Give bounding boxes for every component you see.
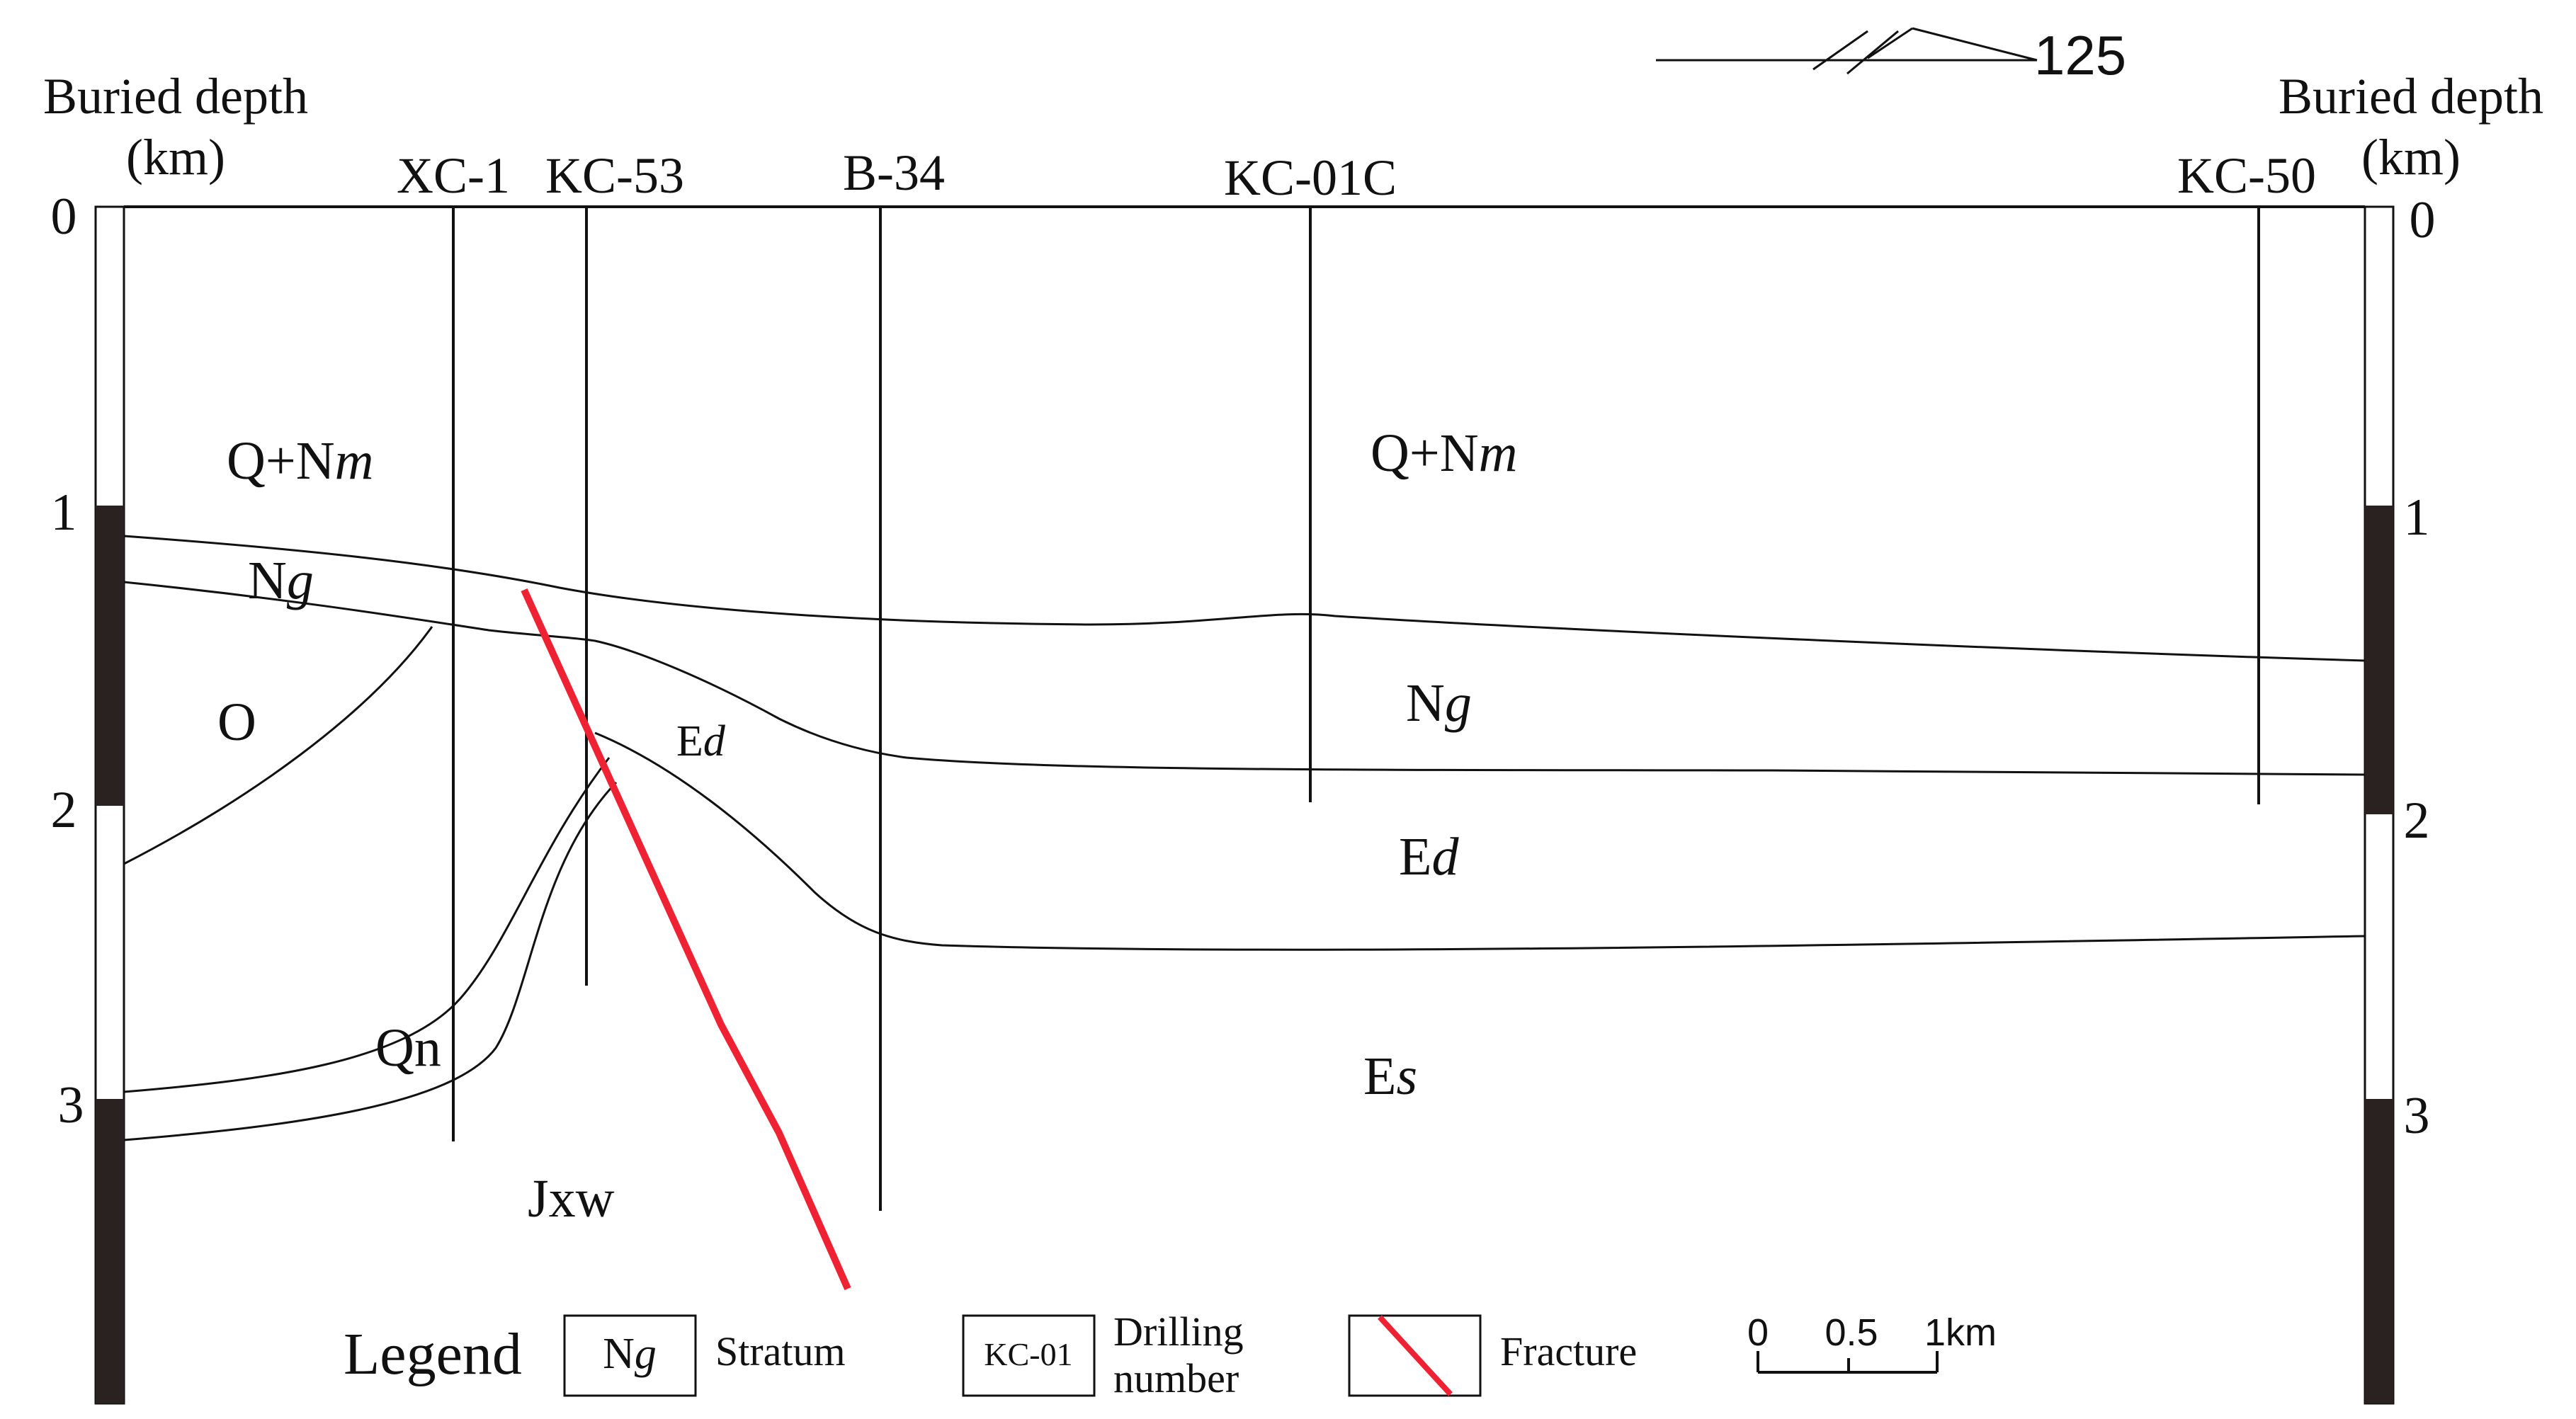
legend-stratum-label: Stratum xyxy=(715,1328,846,1374)
well-label-kc-53: KC-53 xyxy=(545,147,684,204)
orientation-indicator: 125 xyxy=(1656,24,2126,86)
scale-tick-1km: 1km xyxy=(1924,1311,1997,1354)
stratum-label-ng-east: Ng xyxy=(1406,673,1472,733)
right-axis-unit: (km) xyxy=(2361,129,2461,186)
stratum-label-ed-east: Ed xyxy=(1399,827,1459,887)
legend-drilling-sample: KC-01 xyxy=(984,1336,1072,1372)
boundary-qn-base xyxy=(123,781,618,1141)
fracture-line xyxy=(521,588,851,1291)
left-depth-column xyxy=(94,205,125,1405)
boundary-ng-base-west xyxy=(123,581,2366,776)
stratum-label-ng-west: Ng xyxy=(248,551,314,610)
legend: Legend Ng Stratum KC-01 Drilling number … xyxy=(344,1309,1637,1401)
scale-bar: 0 0.5 1km xyxy=(1747,1311,1997,1374)
stratum-label-es: Es xyxy=(1363,1047,1417,1106)
stratum-label-ed-west: Ed xyxy=(676,717,726,765)
left-tick-1: 1 xyxy=(51,484,77,542)
stratum-label-qnm-east: Q+Nm xyxy=(1371,423,1518,483)
depth-band-3-4km xyxy=(96,1099,124,1403)
legend-fracture-swatch xyxy=(1348,1314,1482,1397)
depth-band-3-4km xyxy=(2365,1099,2393,1403)
legend-drilling-label-line1: Drilling xyxy=(1113,1309,1244,1355)
left-axis-unit: (km) xyxy=(126,129,225,186)
stratum-label-o: O xyxy=(217,693,256,752)
legend-fracture-label: Fracture xyxy=(1500,1328,1637,1374)
boundary-qn-top xyxy=(123,757,611,1093)
stratum-label-qn: Qn xyxy=(375,1018,441,1078)
right-depth-column xyxy=(2364,205,2395,1405)
right-tick-0: 0 xyxy=(2410,191,2436,249)
left-tick-3: 3 xyxy=(58,1076,84,1134)
depth-band-1-2km xyxy=(96,506,124,806)
legend-drilling-label-line2: number xyxy=(1113,1355,1239,1401)
right-tick-1: 1 xyxy=(2404,489,2430,547)
legend-stratum-sample: Ng xyxy=(603,1330,657,1378)
right-tick-3: 3 xyxy=(2404,1087,2430,1145)
boundary-o-ed xyxy=(123,626,433,865)
legend-fracture-sample xyxy=(1378,1315,1453,1396)
left-tick-2: 2 xyxy=(51,781,77,839)
boundary-ed-es xyxy=(594,731,2366,951)
stratum-label-jxw: Jxw xyxy=(528,1169,615,1229)
legend-drilling-swatch xyxy=(962,1314,1096,1397)
right-axis-title: Buried depth xyxy=(2279,68,2543,125)
well-label-xc-1: XC-1 xyxy=(397,147,510,204)
well-label-kc-01c: KC-01C xyxy=(1224,149,1397,206)
left-tick-0: 0 xyxy=(51,188,77,246)
left-axis-title: Buried depth xyxy=(43,68,308,125)
stratum-label-qnm-west: Q+Nm xyxy=(227,431,374,491)
legend-stratum-swatch xyxy=(563,1314,697,1397)
orientation-label: 125 xyxy=(2034,24,2126,86)
well-label-kc-50: KC-50 xyxy=(2177,147,2316,204)
scale-tick-0-5: 0.5 xyxy=(1825,1311,1878,1354)
depth-band-1-2km xyxy=(2365,506,2393,814)
right-tick-2: 2 xyxy=(2404,792,2430,850)
legend-title: Legend xyxy=(344,1321,522,1387)
boundary-qnm-base xyxy=(123,535,2366,662)
well-label-b-34: B-34 xyxy=(843,144,945,201)
scale-tick-0: 0 xyxy=(1747,1311,1769,1354)
